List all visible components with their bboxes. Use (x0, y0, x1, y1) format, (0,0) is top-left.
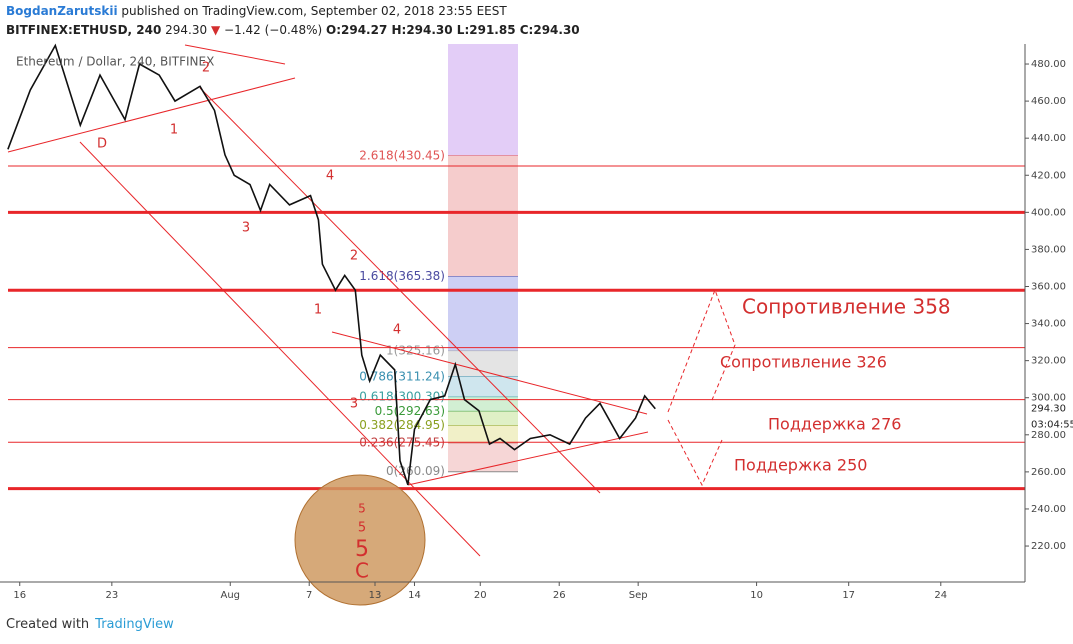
fib-zone-fill (448, 443, 518, 472)
wave-circle (294, 474, 426, 606)
last-price-label: 294.30 (1031, 403, 1066, 414)
wave-label: 2 (350, 249, 358, 264)
x-tick-label: 23 (105, 590, 118, 601)
fib-zone-fill (448, 155, 518, 277)
wave-label: 1 (170, 123, 178, 138)
annotation: Поддержка 276 (768, 415, 901, 434)
fib-label: 0.236(275.45) (359, 436, 445, 450)
brand[interactable]: TradingView (95, 617, 174, 632)
axes: 220.00240.00260.00280.00300.00320.00340.… (0, 44, 1073, 601)
x-tick-label: 13 (369, 590, 382, 601)
fib-zone-fill (448, 44, 518, 156)
annotation: Сопротивление 358 (742, 295, 951, 319)
wave-label: C (355, 559, 369, 583)
fib-label: 0.618(300.30) (359, 390, 445, 404)
x-tick-label: 20 (474, 590, 487, 601)
wave-label: 4 (393, 323, 401, 338)
x-tick-label: Sep (629, 590, 648, 601)
x-tick-label: Aug (220, 590, 240, 601)
y-tick-label: 300.00 (1031, 393, 1066, 404)
trend-line (7, 77, 296, 153)
chart-title: Ethereum / Dollar, 240, BITFINEX (16, 55, 214, 69)
annotation: Сопротивление 326 (720, 353, 887, 372)
y-tick-label: 460.00 (1031, 96, 1066, 107)
levels (8, 165, 1025, 491)
fib-zone-fill (448, 351, 518, 377)
fib-zone-fill (448, 425, 518, 444)
trend-line (79, 141, 481, 557)
x-tick-label: 7 (306, 590, 312, 601)
ohlc: O:294.27 H:294.30 L:291.85 C:294.30 (326, 23, 580, 37)
fib-label: 0.382(284.95) (359, 418, 445, 432)
y-tick-label: 280.00 (1031, 430, 1066, 441)
x-tick-label: 16 (13, 590, 26, 601)
y-tick-label: 440.00 (1031, 133, 1066, 144)
symbol: BITFINEX:ETHUSD, 240 (6, 23, 162, 37)
last-price-tag (1026, 401, 1073, 416)
price-line (7, 43, 656, 486)
created: Created with (6, 617, 90, 632)
footer: Created with TradingView (6, 617, 174, 632)
fib-label: 0.5(292.63) (375, 404, 445, 418)
trend-line (199, 87, 601, 494)
projection (667, 419, 723, 487)
published: published on TradingView.com, September … (121, 4, 507, 18)
countdown: 03:04:55 (1031, 419, 1073, 430)
y-tick-label: 400.00 (1031, 207, 1066, 218)
x-tick-label: 26 (553, 590, 566, 601)
wave-label: D (97, 137, 107, 152)
x-tick-label: 17 (842, 590, 855, 601)
author[interactable]: BogdanZarutskii (6, 4, 118, 18)
fib-label: 2.618(430.45) (359, 148, 445, 162)
fib-label: 0.786(311.24) (359, 369, 445, 383)
y-tick-label: 240.00 (1031, 504, 1066, 515)
header-line: BogdanZarutskii published on TradingView… (6, 2, 580, 21)
price (7, 43, 656, 486)
trend-lines (7, 44, 736, 557)
header-line: BITFINEX:ETHUSD, 240 294.30 ▼ −1.42 (−0.… (6, 21, 580, 40)
y-tick-label: 380.00 (1031, 244, 1066, 255)
y-tick-label: 420.00 (1031, 170, 1066, 181)
y-tick-label: 340.00 (1031, 319, 1066, 330)
fib-zone-fill (448, 276, 518, 352)
fib-label: 1(325.16) (386, 344, 445, 358)
x-tick-label: 24 (934, 590, 947, 601)
y-tick-label: 220.00 (1031, 541, 1066, 552)
y-tick-label: 260.00 (1031, 467, 1066, 478)
header: BogdanZarutskii published on TradingView… (6, 2, 580, 40)
wave-label: 5 (355, 537, 369, 562)
change: −1.42 (−0.48%) (224, 23, 323, 37)
fib-label: 0(260.09) (386, 464, 445, 478)
wave-label: 2 (202, 61, 210, 76)
annotation: Поддержка 250 (734, 456, 867, 475)
fib-zone-fill (448, 376, 518, 398)
wave-label: 4 (326, 169, 334, 184)
trend-line (184, 44, 286, 65)
y-tick-label: 480.00 (1031, 59, 1066, 70)
projection (667, 288, 736, 413)
x-tick-label: 10 (750, 590, 763, 601)
price: 294.30 (165, 23, 208, 37)
fib-zone-fill (448, 411, 518, 426)
wave-label: 5 (358, 521, 366, 536)
trend-line (331, 331, 648, 415)
wave-label: 5 (358, 502, 366, 516)
x-tick-label: 14 (408, 590, 421, 601)
wave-label: 3 (350, 397, 358, 412)
fib-label: 1.618(365.38) (359, 269, 445, 283)
wave-label: 1 (314, 303, 322, 318)
y-tick-label: 360.00 (1031, 281, 1066, 292)
arrow: ▼ (210, 23, 221, 37)
wave-label: 3 (242, 221, 250, 236)
y-tick-label: 320.00 (1031, 356, 1066, 367)
trend-line (407, 431, 649, 486)
